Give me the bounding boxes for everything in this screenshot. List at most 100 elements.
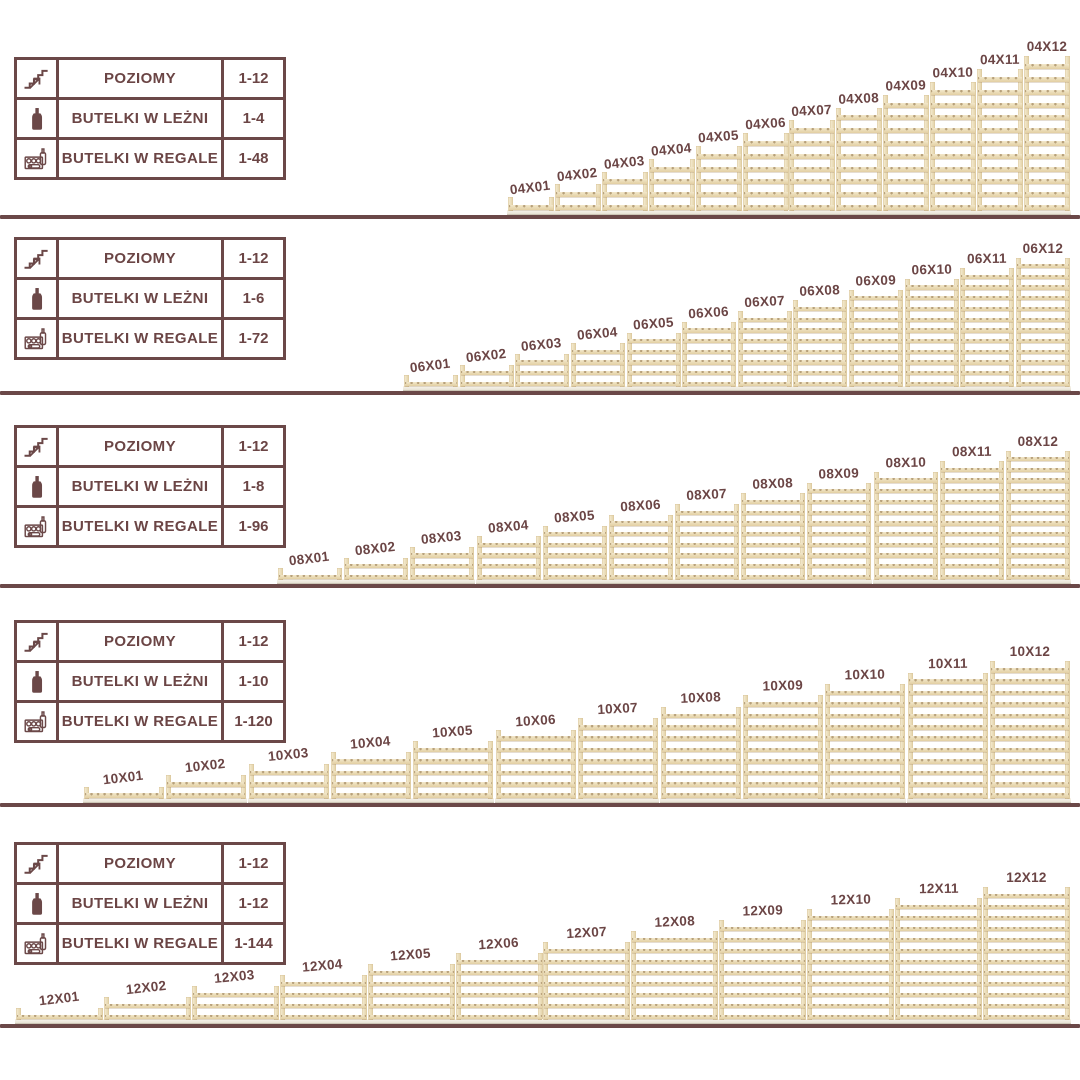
rack-post-left bbox=[930, 82, 936, 211]
rack-shelf bbox=[850, 300, 902, 312]
wine-rack-12x01: 12X01 bbox=[15, 989, 104, 1024]
shelf-rail bbox=[683, 381, 736, 386]
shelf-scallops bbox=[797, 314, 844, 319]
shelf-scallops bbox=[519, 357, 566, 361]
shelf-rail bbox=[961, 285, 1014, 290]
shelf-rail bbox=[738, 381, 791, 386]
rack-shelf bbox=[742, 493, 805, 505]
shelf-rail bbox=[661, 770, 740, 776]
shelf-rail bbox=[496, 782, 575, 787]
rack-post-right bbox=[508, 364, 514, 387]
shelf-scallops bbox=[635, 967, 715, 972]
shelf-rail bbox=[456, 992, 542, 997]
shelf-scallops bbox=[664, 755, 737, 760]
rack-post-left bbox=[849, 289, 854, 387]
spec-label: BUTELKI W REGALE bbox=[61, 713, 219, 730]
rack-shelf bbox=[411, 558, 474, 569]
shelf-rail bbox=[368, 1003, 454, 1008]
wine-rack-06x02: 06X02 bbox=[458, 346, 515, 391]
rack-shelf bbox=[978, 133, 1023, 146]
rack-shelf bbox=[579, 730, 658, 741]
shelf-scallops bbox=[512, 201, 550, 206]
rack-shelf bbox=[908, 673, 987, 684]
rack-post-right bbox=[900, 684, 906, 799]
shelf-scallops bbox=[745, 518, 802, 522]
rack-label: 08X03 bbox=[420, 528, 463, 547]
rack-post-right bbox=[1018, 69, 1024, 211]
rack-shelf bbox=[874, 472, 937, 483]
shelf-scallops bbox=[745, 560, 802, 565]
shelf-rail bbox=[1024, 64, 1069, 70]
shelf-rail bbox=[632, 981, 718, 986]
rack-shelf bbox=[676, 547, 739, 558]
rack-shelf bbox=[808, 526, 871, 537]
spec-label: POZIOMY bbox=[104, 70, 176, 87]
rack-post-right bbox=[783, 133, 789, 211]
shelf-scallops bbox=[908, 282, 955, 286]
rack-shelf bbox=[192, 986, 278, 997]
rack-label: 04X07 bbox=[791, 102, 833, 120]
shelf-scallops bbox=[829, 744, 902, 749]
shelf-rail bbox=[332, 793, 411, 798]
rack-shelf bbox=[496, 787, 575, 798]
floor-line bbox=[0, 215, 1080, 219]
rack-shelf bbox=[649, 172, 694, 185]
rack-post-right bbox=[449, 964, 455, 1020]
shelf-scallops bbox=[723, 923, 803, 928]
wine-rack-10x01: 10X01 bbox=[83, 767, 165, 803]
rack-post-right bbox=[898, 289, 903, 387]
shelf-rail bbox=[874, 478, 937, 483]
shelf-scallops bbox=[371, 1000, 451, 1005]
shelf-scallops bbox=[853, 303, 899, 308]
rack-base bbox=[454, 1019, 544, 1024]
rack-shelf bbox=[808, 558, 871, 569]
bottle-crate-icon bbox=[17, 320, 59, 357]
rack-shelf bbox=[738, 365, 791, 376]
shelf-rail bbox=[874, 489, 937, 494]
rack-shelf bbox=[280, 1008, 366, 1019]
wine-rack-08x08: 08X08 bbox=[740, 476, 807, 584]
rack-base bbox=[542, 1019, 632, 1024]
shelf-scallops bbox=[499, 755, 572, 760]
shelf-rail bbox=[743, 166, 788, 172]
shelf-scallops bbox=[283, 1000, 363, 1005]
shelf-rail bbox=[837, 128, 882, 134]
rack-shelf bbox=[990, 707, 1069, 719]
spec-value: 1-120 bbox=[221, 703, 283, 740]
rack-post-right bbox=[337, 568, 342, 580]
shelf-rail bbox=[905, 328, 958, 333]
shelf-rail bbox=[477, 542, 540, 547]
shelf-scallops bbox=[877, 496, 934, 501]
shelf-scallops bbox=[811, 978, 891, 983]
shelf-rail bbox=[477, 553, 540, 558]
shelf-scallops bbox=[582, 744, 655, 749]
shelf-rail bbox=[544, 970, 630, 975]
shelf-rail bbox=[794, 360, 847, 365]
rack-label: 10X07 bbox=[597, 700, 639, 718]
rack-shelf bbox=[627, 375, 680, 386]
shelf-rail bbox=[990, 759, 1069, 764]
rack-post-left bbox=[895, 898, 901, 1020]
rack-shelf bbox=[826, 752, 905, 764]
rack-shelf bbox=[940, 504, 1003, 515]
rack-shelf bbox=[905, 322, 958, 333]
rack-label: 12X02 bbox=[125, 977, 168, 998]
shelf-scallops bbox=[908, 325, 955, 329]
rack-label: 12X10 bbox=[830, 891, 871, 908]
spec-label: BUTELKI W REGALE bbox=[61, 150, 219, 167]
rack-post-right bbox=[1064, 257, 1070, 387]
shelf-scallops bbox=[664, 790, 737, 794]
shelf-scallops bbox=[853, 367, 899, 372]
shelf-scallops bbox=[686, 335, 733, 340]
rack-shelf bbox=[931, 133, 976, 146]
rack-shelf bbox=[808, 909, 894, 920]
shelf-rail bbox=[896, 937, 982, 942]
wine-rack-10x05: 10X05 bbox=[412, 723, 495, 803]
rack-post-right bbox=[830, 120, 836, 211]
rack-shelf bbox=[477, 547, 540, 558]
shelf-scallops bbox=[746, 710, 819, 715]
floor-line bbox=[0, 391, 1080, 395]
rack-shelf bbox=[874, 568, 937, 579]
rack-shelf bbox=[983, 920, 1069, 931]
wine-rack-08x11: 08X11 bbox=[938, 444, 1005, 584]
